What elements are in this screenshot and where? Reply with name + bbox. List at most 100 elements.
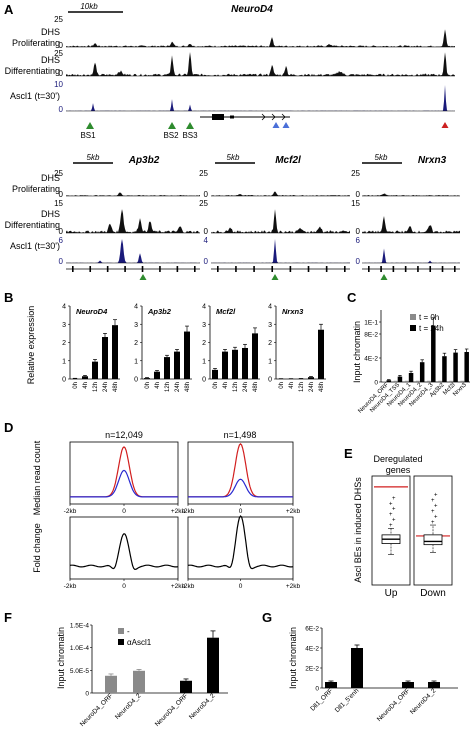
mcf2l-max-1: 25 — [199, 169, 208, 178]
y-tick-label: 1 — [202, 358, 206, 365]
panel-letter-b: B — [4, 290, 13, 305]
track-label-prolif-2: Proliferating — [12, 184, 60, 194]
panel-letter-d: D — [4, 420, 13, 435]
exon — [441, 266, 444, 272]
x-tick-label: 24h — [175, 382, 181, 392]
exon — [217, 266, 219, 272]
exon — [124, 266, 126, 272]
plot-frame — [187, 441, 294, 505]
x-tick-label: 24h — [309, 382, 315, 392]
plot-frame — [187, 516, 294, 580]
subplot-title: Nrxn3 — [282, 307, 304, 316]
exon — [429, 266, 432, 272]
bar — [105, 675, 117, 693]
x-tick-label: 48h — [319, 382, 325, 392]
category-label: Up — [385, 588, 398, 599]
outlier-marker: + — [431, 509, 435, 515]
neurod4-tracks — [66, 29, 455, 112]
x-tick-label: +2kb — [286, 508, 301, 515]
bar — [308, 377, 314, 379]
marker-bs3 — [186, 122, 194, 129]
exon — [253, 266, 255, 272]
bar — [207, 637, 219, 693]
bar-t24 — [408, 373, 414, 382]
outlier-marker: + — [431, 520, 435, 526]
panel-f-ylabel: Input chromatin — [56, 627, 66, 689]
y-tick-label: 1E-1 — [364, 320, 378, 327]
bar-t24 — [397, 376, 403, 382]
track-label-prolif: Proliferating — [12, 38, 60, 48]
ap3b2-min-2: 0 — [59, 227, 64, 236]
exon — [271, 266, 274, 272]
lower-track-differentiating-1 — [211, 209, 350, 233]
bar — [232, 349, 238, 379]
x-tick-label: 12h — [299, 382, 305, 392]
gene-title-mcf2l: Mcf2l — [275, 155, 301, 166]
x-tick-label: Dll1_5'enh — [334, 687, 361, 714]
bar-t24 — [453, 352, 458, 382]
bar — [133, 670, 145, 693]
panel-e-title-1: Deregulated — [373, 454, 422, 464]
track-label-dhs-4: DHS — [41, 209, 60, 219]
bar-t0 — [460, 380, 464, 382]
y-tick-label: 0 — [85, 691, 89, 698]
box-frame — [371, 475, 411, 586]
y-tick-label: 8E-2 — [364, 332, 378, 339]
chip-chart-g: 0 2E-2 4E-2 6E-2 Dll1_ORF Dll1_5'enh NeuroD4_O… — [305, 626, 458, 723]
lower-track-differentiating-2 — [362, 216, 460, 233]
y-tick-label: 0 — [268, 377, 272, 384]
exon — [325, 266, 328, 272]
binding-site-marker — [271, 274, 279, 280]
bar — [428, 682, 440, 688]
panel-d-ylabel-top: Median read count — [32, 440, 42, 515]
y-tick-label: 0 — [62, 377, 66, 384]
legend-swatch-minus — [118, 628, 124, 634]
outlier-marker: + — [389, 501, 393, 507]
box-chart: ++++++Up++++++Down — [371, 475, 453, 599]
x-tick-label: 0 — [239, 508, 243, 515]
bar — [154, 371, 160, 379]
track-dhs-proliferating — [66, 29, 455, 47]
profile-line-black — [69, 532, 179, 571]
ap3b2-max-3: 6 — [59, 236, 64, 245]
y-tick-label: 1 — [134, 358, 138, 365]
track-dhs-differentiating — [66, 52, 455, 76]
panel-letter-a: A — [4, 2, 14, 17]
x-tick-label: -2kb — [182, 508, 195, 515]
lower-track-differentiating-0 — [66, 209, 200, 233]
x-tick-label: 0h — [73, 382, 79, 389]
legend-swatch-t24 — [410, 325, 416, 331]
bar — [325, 682, 337, 688]
bar — [318, 329, 324, 379]
bar — [212, 369, 218, 379]
nrxn3-min-1: 0 — [356, 190, 361, 199]
lower-track-ascl1-2 — [362, 248, 460, 263]
marker-blue-2 — [282, 122, 290, 128]
bar — [184, 331, 190, 379]
y-tick-label: 0 — [134, 377, 138, 384]
outlier-marker: + — [389, 523, 393, 529]
x-tick-label: 4h — [289, 382, 295, 389]
track-label-ascl1: Ascl1 (t=30') — [10, 91, 60, 101]
x-tick-label: Dll1_ORF — [309, 687, 334, 712]
gene-title-nrxn3: Nrxn3 — [418, 155, 447, 166]
track-label-dhs-1: DHS — [41, 27, 60, 37]
exon — [344, 266, 346, 272]
bar — [112, 325, 118, 379]
bar — [252, 333, 258, 379]
ap3b2-min-1: 0 — [59, 190, 64, 199]
y-tick-label: 2E-2 — [305, 666, 319, 673]
x-tick-label: NeuroD4_ORF — [376, 687, 412, 723]
legend-swatch-ascl1 — [118, 639, 124, 645]
site-label-bs2: BS2 — [163, 131, 179, 140]
exon — [289, 266, 292, 272]
exon — [194, 266, 196, 272]
plot-frame — [69, 441, 179, 505]
x-tick-label: 0 — [122, 508, 126, 515]
marker-bs2 — [168, 122, 176, 129]
x-tick-label: -2kb — [64, 508, 77, 515]
bar — [164, 357, 170, 379]
bar — [242, 347, 248, 379]
